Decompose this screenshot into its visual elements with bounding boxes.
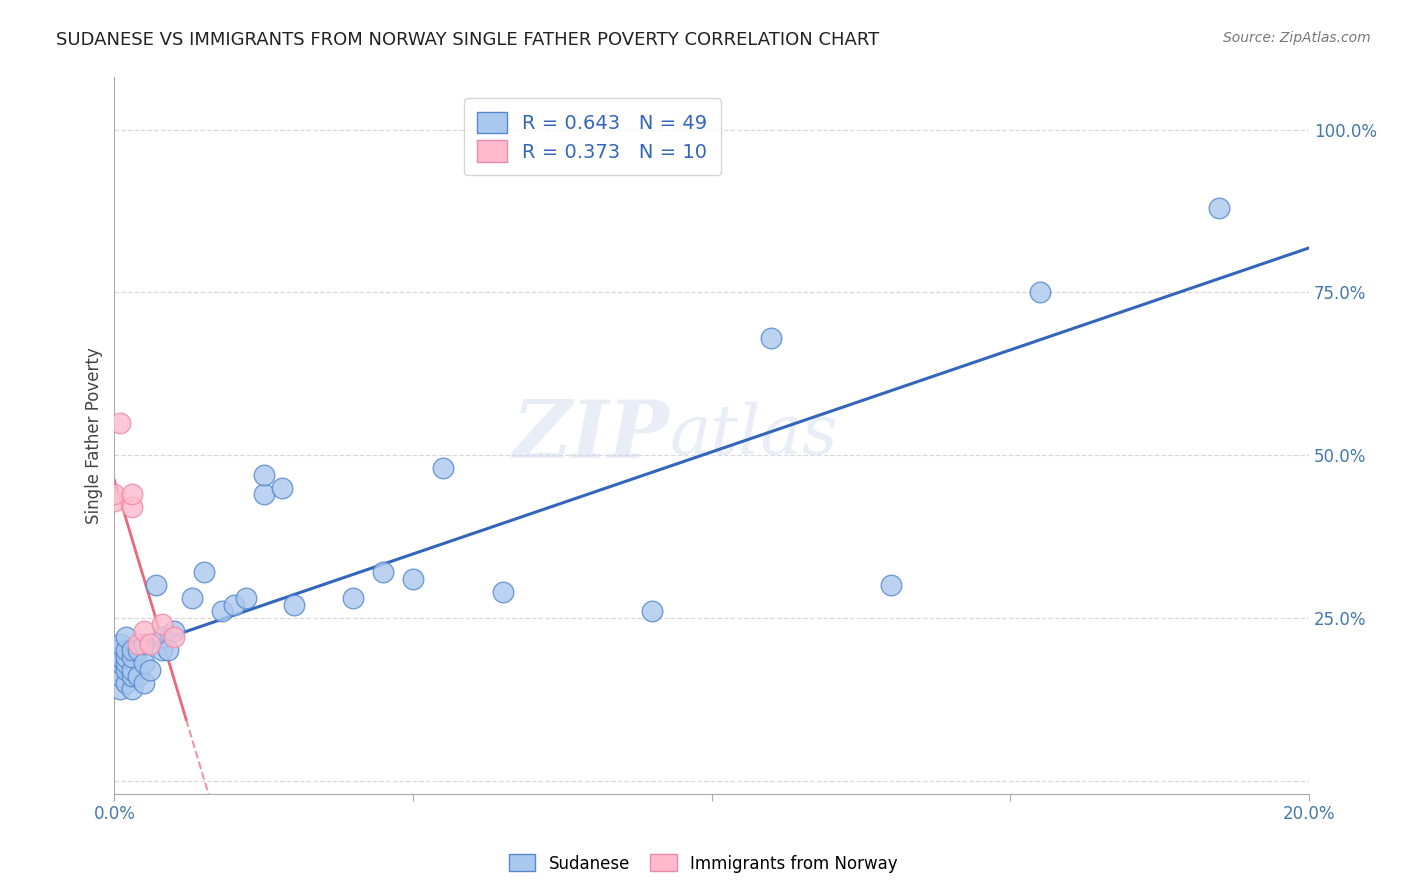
Point	[880, 578, 903, 592]
Point	[103, 643, 125, 657]
Point	[139, 637, 162, 651]
Point	[121, 682, 143, 697]
Point	[110, 669, 132, 683]
Point	[103, 663, 125, 677]
Point	[115, 643, 138, 657]
Point	[121, 649, 143, 664]
Point	[1208, 201, 1230, 215]
Legend: Sudanese, Immigrants from Norway: Sudanese, Immigrants from Norway	[502, 847, 904, 880]
Y-axis label: Single Father Poverty: Single Father Poverty	[86, 347, 103, 524]
Point	[121, 669, 143, 683]
Text: SUDANESE VS IMMIGRANTS FROM NORWAY SINGLE FATHER POVERTY CORRELATION CHART: SUDANESE VS IMMIGRANTS FROM NORWAY SINGL…	[56, 31, 880, 49]
Text: Source: ZipAtlas.com: Source: ZipAtlas.com	[1223, 31, 1371, 45]
Point	[492, 584, 515, 599]
Point	[1029, 285, 1052, 300]
Point	[115, 631, 138, 645]
Point	[134, 637, 156, 651]
Point	[110, 649, 132, 664]
Point	[115, 649, 138, 664]
Point	[134, 676, 156, 690]
Point	[150, 617, 173, 632]
Text: atlas: atlas	[669, 402, 838, 469]
Point	[139, 663, 162, 677]
Point	[163, 631, 186, 645]
Point	[432, 461, 454, 475]
Point	[163, 624, 186, 638]
Point	[103, 649, 125, 664]
Point	[110, 657, 132, 671]
Point	[222, 598, 245, 612]
Text: ZIP: ZIP	[513, 397, 669, 475]
Point	[121, 643, 143, 657]
Point	[253, 467, 276, 482]
Point	[145, 578, 167, 592]
Point	[342, 591, 364, 606]
Point	[127, 637, 149, 651]
Point	[121, 487, 143, 501]
Point	[115, 657, 138, 671]
Point	[270, 481, 292, 495]
Legend: R = 0.643   N = 49, R = 0.373   N = 10: R = 0.643 N = 49, R = 0.373 N = 10	[464, 98, 721, 176]
Point	[110, 682, 132, 697]
Point	[110, 416, 132, 430]
Point	[134, 624, 156, 638]
Point	[103, 493, 125, 508]
Point	[181, 591, 204, 606]
Point	[127, 643, 149, 657]
Point	[110, 637, 132, 651]
Point	[761, 331, 783, 345]
Point	[103, 487, 125, 501]
Point	[253, 487, 276, 501]
Point	[134, 657, 156, 671]
Point	[235, 591, 257, 606]
Point	[283, 598, 305, 612]
Point	[150, 643, 173, 657]
Point	[157, 643, 180, 657]
Point	[193, 566, 215, 580]
Point	[211, 604, 233, 618]
Point	[121, 663, 143, 677]
Point	[115, 676, 138, 690]
Point	[150, 631, 173, 645]
Point	[373, 566, 395, 580]
Point	[641, 604, 664, 618]
Point	[115, 663, 138, 677]
Point	[402, 572, 425, 586]
Point	[127, 669, 149, 683]
Point	[121, 500, 143, 515]
